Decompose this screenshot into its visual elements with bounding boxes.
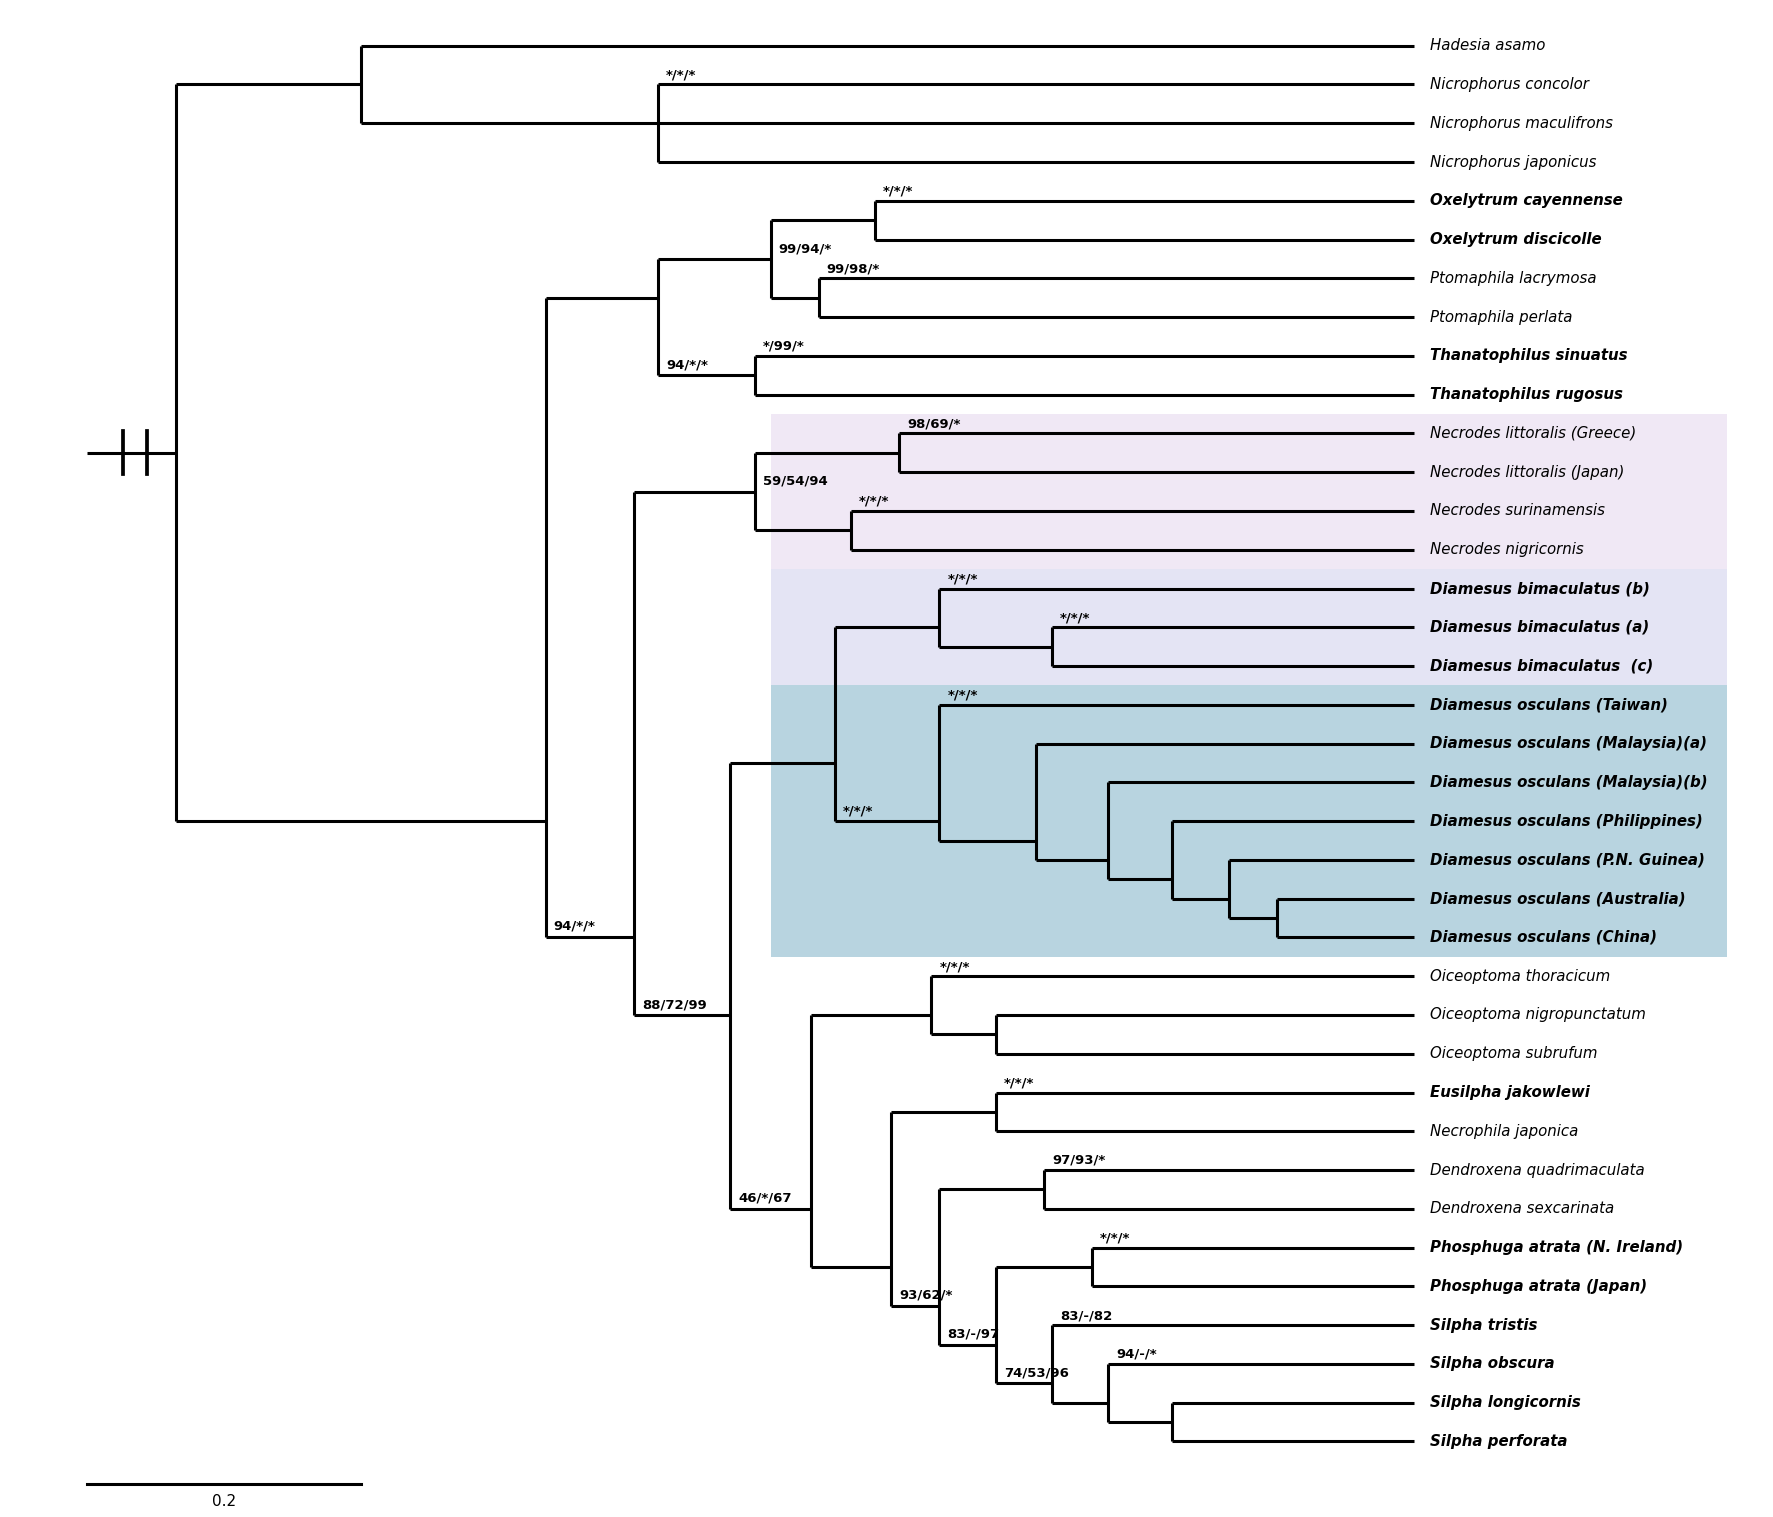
- Text: Nicrophorus maculifrons: Nicrophorus maculifrons: [1429, 115, 1612, 130]
- Text: 97/93/*: 97/93/*: [1051, 1154, 1105, 1167]
- Text: Necrodes littoralis (Japan): Necrodes littoralis (Japan): [1429, 464, 1622, 479]
- Text: Phosphuga atrata (Japan): Phosphuga atrata (Japan): [1429, 1279, 1645, 1294]
- Text: Oxelytrum cayennense: Oxelytrum cayennense: [1429, 193, 1622, 208]
- Text: */*/*: */*/*: [947, 689, 977, 702]
- Text: 99/98/*: 99/98/*: [826, 262, 879, 275]
- Text: Phosphuga atrata (N. Ireland): Phosphuga atrata (N. Ireland): [1429, 1239, 1683, 1255]
- Text: */*/*: */*/*: [858, 495, 888, 508]
- Text: Diamesus osculans (Australia): Diamesus osculans (Australia): [1429, 890, 1684, 906]
- Text: Silpha perforata: Silpha perforata: [1429, 1434, 1566, 1449]
- Text: Ptomaphila perlata: Ptomaphila perlata: [1429, 309, 1571, 325]
- Text: Necrodes littoralis (Greece): Necrodes littoralis (Greece): [1429, 426, 1635, 441]
- Text: Necrophila japonica: Necrophila japonica: [1429, 1124, 1578, 1139]
- Text: Diamesus osculans (Malaysia)(b): Diamesus osculans (Malaysia)(b): [1429, 775, 1706, 790]
- Text: Diamesus osculans (P.N. Guinea): Diamesus osculans (P.N. Guinea): [1429, 853, 1704, 868]
- Text: Silpha longicornis: Silpha longicornis: [1429, 1396, 1580, 1411]
- Text: 83/-/82: 83/-/82: [1058, 1309, 1112, 1321]
- Text: */*/*: */*/*: [1058, 611, 1090, 623]
- Text: Diamesus osculans (Taiwan): Diamesus osculans (Taiwan): [1429, 698, 1667, 713]
- Text: Diamesus osculans (Malaysia)(a): Diamesus osculans (Malaysia)(a): [1429, 736, 1706, 751]
- Text: Diamesus osculans (China): Diamesus osculans (China): [1429, 930, 1656, 945]
- Text: Silpha tristis: Silpha tristis: [1429, 1318, 1535, 1332]
- Text: Silpha obscura: Silpha obscura: [1429, 1356, 1553, 1371]
- Text: */*/*: */*/*: [665, 68, 697, 82]
- Text: 0.2: 0.2: [211, 1494, 236, 1509]
- Text: */*/*: */*/*: [940, 960, 970, 972]
- Text: 59/54/94: 59/54/94: [762, 475, 826, 487]
- Text: Diamesus osculans (Philippines): Diamesus osculans (Philippines): [1429, 813, 1702, 828]
- Text: */*/*: */*/*: [947, 572, 977, 586]
- Text: 83/-/97: 83/-/97: [947, 1327, 998, 1341]
- Text: Hadesia asamo: Hadesia asamo: [1429, 38, 1544, 53]
- Text: 93/62/*: 93/62/*: [899, 1289, 952, 1302]
- Text: Diamesus bimaculatus (b): Diamesus bimaculatus (b): [1429, 581, 1649, 596]
- Text: Diamesus bimaculatus  (c): Diamesus bimaculatus (c): [1429, 658, 1652, 674]
- Text: */99/*: */99/*: [762, 340, 803, 353]
- Text: 46/*/67: 46/*/67: [738, 1192, 791, 1204]
- Text: Dendroxena sexcarinata: Dendroxena sexcarinata: [1429, 1201, 1613, 1217]
- Text: Dendroxena quadrimaculata: Dendroxena quadrimaculata: [1429, 1162, 1644, 1177]
- Text: Nicrophorus japonicus: Nicrophorus japonicus: [1429, 155, 1596, 170]
- Text: */*/*: */*/*: [883, 185, 913, 197]
- Text: Oxelytrum discicolle: Oxelytrum discicolle: [1429, 232, 1601, 247]
- Text: Thanatophilus sinuatus: Thanatophilus sinuatus: [1429, 349, 1626, 364]
- Text: Ptomaphila lacrymosa: Ptomaphila lacrymosa: [1429, 272, 1596, 285]
- Text: 94/-/*: 94/-/*: [1115, 1347, 1156, 1361]
- Text: */*/*: */*/*: [1004, 1077, 1034, 1089]
- Text: Necrodes surinamensis: Necrodes surinamensis: [1429, 504, 1605, 519]
- Text: 99/94/*: 99/94/*: [778, 243, 832, 255]
- Text: 88/72/99: 88/72/99: [642, 998, 706, 1012]
- Text: 98/69/*: 98/69/*: [906, 417, 959, 431]
- Text: 94/*/*: 94/*/*: [553, 919, 596, 933]
- Text: Oiceoptoma thoracicum: Oiceoptoma thoracicum: [1429, 969, 1610, 983]
- Text: 74/53/96: 74/53/96: [1004, 1367, 1067, 1379]
- Text: */*/*: */*/*: [842, 804, 872, 818]
- Text: Nicrophorus concolor: Nicrophorus concolor: [1429, 77, 1587, 93]
- Bar: [769, 686, 1727, 957]
- Text: Necrodes nigricornis: Necrodes nigricornis: [1429, 542, 1583, 557]
- Text: Eusilpha jakowlewi: Eusilpha jakowlewi: [1429, 1085, 1589, 1100]
- Text: */*/*: */*/*: [1099, 1232, 1129, 1244]
- Text: Diamesus bimaculatus (a): Diamesus bimaculatus (a): [1429, 620, 1649, 634]
- Text: Oiceoptoma subrufum: Oiceoptoma subrufum: [1429, 1047, 1596, 1062]
- Text: 94/*/*: 94/*/*: [665, 358, 707, 372]
- Text: Thanatophilus rugosus: Thanatophilus rugosus: [1429, 387, 1622, 402]
- Bar: [769, 569, 1727, 686]
- Bar: [769, 414, 1727, 569]
- Text: Oiceoptoma nigropunctatum: Oiceoptoma nigropunctatum: [1429, 1007, 1645, 1022]
